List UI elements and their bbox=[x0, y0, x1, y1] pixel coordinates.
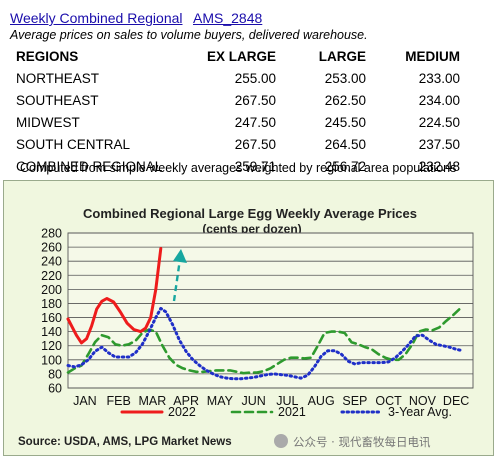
y-tick-label: 60 bbox=[48, 382, 62, 396]
x-tick-label: NOV bbox=[409, 394, 437, 408]
y-tick-label: 220 bbox=[41, 269, 62, 283]
large-price: 256.72 bbox=[324, 159, 366, 174]
x-tick-label: OCT bbox=[375, 394, 402, 408]
large-price: 253.00 bbox=[324, 71, 366, 86]
table-header-row: REGIONS EX LARGE LARGE MEDIUM bbox=[16, 46, 460, 68]
series-line-3-year-avg bbox=[66, 306, 465, 381]
column-header-large: LARGE bbox=[318, 49, 366, 64]
ex-large-price: 247.50 bbox=[234, 115, 276, 130]
medium-price: 234.00 bbox=[418, 93, 460, 108]
ex-large-price: 267.50 bbox=[234, 137, 276, 152]
y-tick-label: 260 bbox=[41, 241, 62, 255]
large-price: 262.50 bbox=[324, 93, 366, 108]
report-code-link[interactable]: AMS_2848 bbox=[193, 10, 263, 26]
chart-source: Source: USDA, AMS, LPG Market News bbox=[18, 436, 232, 448]
y-tick-label: 280 bbox=[41, 227, 62, 241]
x-tick-label: MAY bbox=[207, 394, 234, 408]
y-tick-label: 80 bbox=[48, 367, 62, 381]
trend-arrow-head bbox=[173, 249, 187, 263]
chart-canvas: Combined Regional Large Egg Weekly Avera… bbox=[18, 206, 474, 449]
region-name: SOUTHEAST bbox=[16, 93, 99, 108]
x-tick-label: AUG bbox=[308, 394, 335, 408]
egg-price-chart: Combined Regional Large Egg Weekly Avera… bbox=[3, 180, 494, 456]
y-tick-label: 240 bbox=[41, 255, 62, 269]
chart-title: Combined Regional Large Egg Weekly Avera… bbox=[83, 206, 417, 221]
medium-price: 237.50 bbox=[418, 137, 460, 152]
table-row: SOUTHEAST 267.50 262.50 234.00 bbox=[16, 90, 460, 112]
x-tick-label: MAR bbox=[138, 394, 166, 408]
ex-large-price: 259.71 bbox=[234, 159, 276, 174]
medium-price: 233.00 bbox=[418, 71, 460, 86]
wechat-icon bbox=[274, 434, 288, 448]
large-price: 245.50 bbox=[324, 115, 366, 130]
column-header-regions: REGIONS bbox=[16, 49, 79, 64]
weekly-combined-regional-link[interactable]: Weekly Combined Regional bbox=[10, 10, 183, 26]
region-name: MIDWEST bbox=[16, 115, 80, 130]
plot-area bbox=[67, 232, 474, 389]
y-tick-label: 160 bbox=[41, 311, 62, 325]
watermark-text: 公众号 · 现代畜牧每日电讯 bbox=[293, 435, 431, 449]
table-row: COMBINED REGIONAL 259.71 256.72 232.48 bbox=[16, 156, 460, 178]
table-row: SOUTH CENTRAL 267.50 264.50 237.50 bbox=[16, 134, 460, 156]
x-tick-label: JUN bbox=[241, 394, 265, 408]
report-subtitle: Average prices on sales to volume buyers… bbox=[10, 28, 368, 42]
table-row: MIDWEST 247.50 245.50 224.50 bbox=[16, 112, 460, 134]
ex-large-price: 267.50 bbox=[234, 93, 276, 108]
y-tick-label: 180 bbox=[41, 297, 62, 311]
series-line-2022 bbox=[66, 247, 163, 345]
table-footnote: Computed from simple weekly averages wei… bbox=[20, 161, 457, 175]
regional-price-table: REGIONS EX LARGE LARGE MEDIUM NORTHEAST … bbox=[16, 46, 460, 178]
y-tick-label: 100 bbox=[41, 353, 62, 367]
medium-price: 232.48 bbox=[418, 159, 460, 174]
x-tick-label: JUL bbox=[276, 394, 298, 408]
large-price: 264.50 bbox=[324, 137, 366, 152]
x-tick-label: FEB bbox=[106, 394, 130, 408]
x-tick-label: SEP bbox=[342, 394, 367, 408]
legend-label: 2022 bbox=[168, 405, 196, 419]
column-header-medium: MEDIUM bbox=[405, 49, 460, 64]
medium-price: 224.50 bbox=[418, 115, 460, 130]
y-tick-label: 140 bbox=[41, 325, 62, 339]
watermark: 公众号 · 现代畜牧每日电讯 bbox=[274, 434, 431, 449]
ex-large-price: 255.00 bbox=[234, 71, 276, 86]
x-tick-label: APR bbox=[173, 394, 199, 408]
region-name: SOUTH CENTRAL bbox=[16, 137, 131, 152]
region-name: COMBINED REGIONAL bbox=[16, 159, 163, 174]
table-row: NORTHEAST 255.00 253.00 233.00 bbox=[16, 68, 460, 90]
x-tick-label: JAN bbox=[73, 394, 97, 408]
region-name: NORTHEAST bbox=[16, 71, 100, 86]
legend-label: 2021 bbox=[278, 405, 306, 419]
trend-arrow-shaft bbox=[172, 258, 182, 302]
column-header-ex-large: EX LARGE bbox=[206, 49, 276, 64]
y-tick-label: 120 bbox=[41, 339, 62, 353]
y-tick-label: 200 bbox=[41, 283, 62, 297]
x-tick-label: DEC bbox=[443, 394, 469, 408]
legend-label: 3-Year Avg. bbox=[388, 405, 452, 419]
